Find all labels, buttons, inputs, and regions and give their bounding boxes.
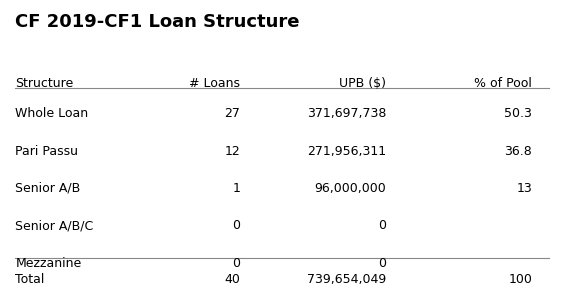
Text: 0: 0 [232, 219, 240, 232]
Text: Whole Loan: Whole Loan [15, 107, 88, 120]
Text: Total: Total [15, 273, 45, 286]
Text: 50.3: 50.3 [504, 107, 532, 120]
Text: 12: 12 [225, 145, 240, 157]
Text: 96,000,000: 96,000,000 [314, 182, 386, 195]
Text: 0: 0 [378, 219, 386, 232]
Text: Senior A/B/C: Senior A/B/C [15, 219, 93, 232]
Text: 100: 100 [508, 273, 532, 286]
Text: 0: 0 [232, 257, 240, 270]
Text: 36.8: 36.8 [504, 145, 532, 157]
Text: 0: 0 [378, 257, 386, 270]
Text: UPB ($): UPB ($) [339, 77, 386, 90]
Text: % of Pool: % of Pool [474, 77, 532, 90]
Text: CF 2019-CF1 Loan Structure: CF 2019-CF1 Loan Structure [15, 13, 300, 31]
Text: 739,654,049: 739,654,049 [307, 273, 386, 286]
Text: Structure: Structure [15, 77, 74, 90]
Text: 1: 1 [232, 182, 240, 195]
Text: 40: 40 [224, 273, 240, 286]
Text: 27: 27 [224, 107, 240, 120]
Text: 371,697,738: 371,697,738 [307, 107, 386, 120]
Text: 271,956,311: 271,956,311 [307, 145, 386, 157]
Text: Senior A/B: Senior A/B [15, 182, 80, 195]
Text: Mezzanine: Mezzanine [15, 257, 82, 270]
Text: Pari Passu: Pari Passu [15, 145, 79, 157]
Text: 13: 13 [516, 182, 532, 195]
Text: # Loans: # Loans [189, 77, 240, 90]
